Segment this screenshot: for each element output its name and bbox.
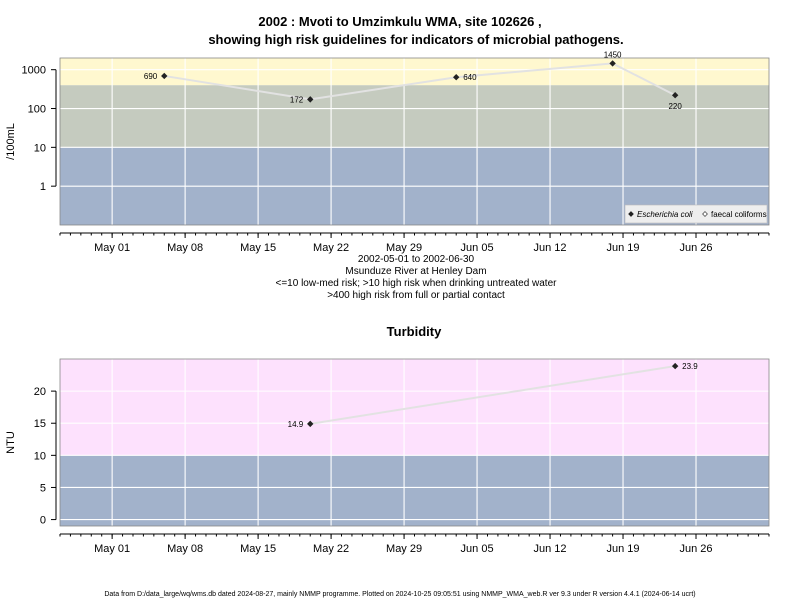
data-point	[609, 60, 616, 67]
data-label: 172	[290, 95, 304, 104]
turbidity-title: Turbidity	[387, 324, 442, 339]
y-tick-label: 1	[40, 181, 46, 193]
data-point	[453, 74, 460, 81]
risk-band	[60, 455, 769, 526]
risk-band	[60, 58, 769, 86]
plot-frame	[59, 358, 770, 527]
data-point	[161, 72, 168, 80]
data-label: 640	[463, 73, 477, 82]
caption-line: >400 high risk from full or partial cont…	[327, 290, 505, 301]
legend-label: faecal coliforms	[711, 210, 767, 219]
ecoli-chart: 2002 : Mvoti to Umzimkulu WMA, site 1026…	[5, 14, 770, 301]
x-tick-label: Jun 12	[534, 543, 567, 555]
x-tick-label: Jun 19	[607, 242, 640, 254]
x-tick-label: May 15	[240, 543, 276, 555]
data-label: 220	[668, 102, 682, 111]
data-label: 1450	[604, 50, 622, 59]
x-tick-label: Jun 12	[534, 242, 567, 254]
data-point	[307, 96, 314, 103]
x-tick-label: May 01	[94, 543, 130, 555]
data-label: 690	[144, 72, 158, 81]
series-line	[310, 365, 676, 425]
x-tick-label: May 29	[386, 242, 422, 254]
caption-line: 2002-05-01 to 2002-06-30	[358, 254, 475, 265]
x-tick-label: May 08	[167, 543, 203, 555]
data-label: 14.9	[288, 420, 304, 429]
data-point	[671, 92, 679, 99]
x-tick-label: May 22	[313, 242, 349, 254]
x-tick-label: Jun 26	[679, 242, 712, 254]
data-label: 23.9	[682, 362, 698, 371]
y-axis-title: NTU	[5, 431, 17, 454]
y-tick-label: 10	[34, 450, 46, 462]
x-tick-label: May 15	[240, 242, 276, 254]
legend-marker	[628, 211, 634, 217]
y-tick-label: 1000	[22, 65, 46, 77]
y-tick-label: 10	[34, 142, 46, 154]
x-tick-label: Jun 05	[461, 543, 494, 555]
legend-box	[624, 204, 768, 224]
x-tick-label: Jun 19	[607, 543, 640, 555]
y-tick-label: 100	[28, 104, 46, 116]
legend-label: Escherichia coli	[637, 210, 693, 219]
x-tick-label: May 01	[94, 242, 130, 254]
y-tick-label: 20	[34, 386, 46, 398]
y-tick-label: 0	[40, 515, 46, 527]
footer-note: Data from D:/data_large/wq/wms.db dated …	[104, 591, 695, 598]
caption-line: <=10 low-med risk; >10 high risk when dr…	[276, 278, 558, 289]
x-tick-label: Jun 05	[461, 242, 494, 254]
data-point	[671, 362, 679, 370]
x-tick-label: May 22	[313, 543, 349, 555]
data-point	[307, 420, 314, 428]
turbidity-chart: Turbidity 0 5 10 15 20 May 01 May 08 May 15 May 2…	[5, 324, 770, 555]
risk-band	[60, 85, 769, 148]
y-axis-title: /100mL	[5, 123, 17, 160]
chart-title-line2: showing high risk guidelines for indicat…	[208, 32, 623, 47]
caption-line: Msunduze River at Henley Dam	[345, 266, 486, 277]
x-tick-label: May 29	[386, 543, 422, 555]
plot-frame	[59, 57, 770, 226]
chart-title-line1: 2002 : Mvoti to Umzimkulu WMA, site 1026…	[258, 14, 541, 29]
x-tick-label: Jun 26	[679, 543, 712, 555]
legend-marker	[702, 211, 708, 217]
x-tick-label: May 08	[167, 242, 203, 254]
y-tick-label: 15	[34, 418, 46, 430]
y-tick-label: 5	[40, 482, 46, 494]
